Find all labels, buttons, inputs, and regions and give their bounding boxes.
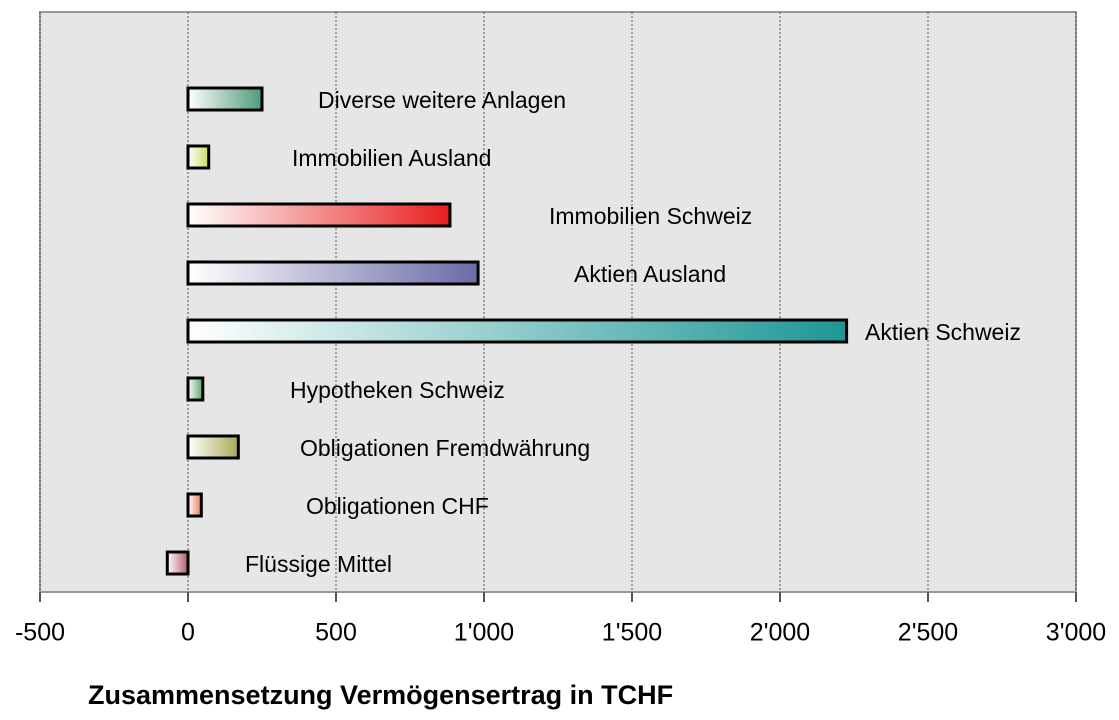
bar-label: Immobilien Schweiz [549, 203, 752, 229]
x-tick-label: 3'000 [1046, 619, 1106, 647]
x-tick-label: 1'000 [454, 619, 514, 647]
bar [186, 202, 452, 228]
bar [186, 144, 211, 170]
x-tick-label: 2'500 [898, 619, 958, 647]
x-tick-label: 500 [315, 619, 357, 647]
bar [186, 376, 205, 402]
bar-label: Hypotheken Schweiz [290, 377, 505, 403]
bar [186, 260, 480, 286]
bar-label: Flüssige Mittel [245, 551, 392, 577]
bar [186, 86, 264, 112]
x-tick-label: 0 [181, 619, 195, 647]
bar-label: Immobilien Ausland [292, 145, 491, 171]
x-tick-label: -500 [15, 619, 65, 647]
bar-label: Aktien Ausland [574, 261, 726, 287]
bar-label: Obligationen CHF [306, 493, 489, 519]
bar-label: Aktien Schweiz [865, 319, 1021, 345]
bar [165, 550, 190, 576]
x-tick-label: 2'000 [750, 619, 810, 647]
x-tick-label: 1'500 [602, 619, 662, 647]
bar [186, 318, 849, 344]
chart-title: Zusammensetzung Vermögensertrag in TCHF [88, 680, 673, 710]
bar [186, 492, 203, 518]
bar [186, 434, 240, 460]
bar-label: Diverse weitere Anlagen [318, 87, 566, 113]
bar-label: Obligationen Fremdwährung [300, 435, 590, 461]
